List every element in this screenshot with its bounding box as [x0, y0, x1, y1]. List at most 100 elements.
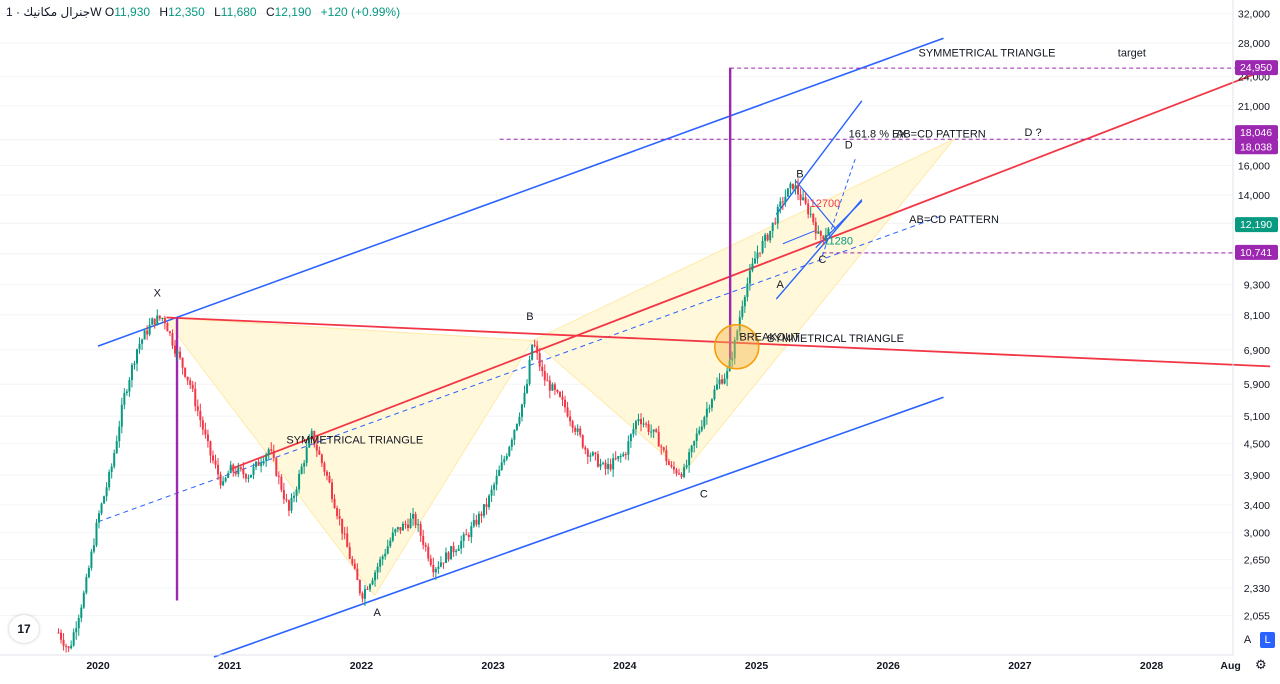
candle-body [113, 452, 116, 467]
x-tick-label: 2020 [86, 660, 110, 672]
candle-body [769, 230, 772, 241]
candle-body [576, 428, 579, 432]
candle-body [407, 524, 410, 529]
candle-body [528, 359, 531, 384]
x-tick-label: 2023 [481, 660, 505, 672]
auto-scale-button[interactable]: A [1243, 634, 1252, 646]
y-tick-label: 5,100 [1244, 411, 1270, 423]
candle-body [252, 466, 255, 475]
candle-body [92, 545, 95, 552]
tradingview-logo-icon[interactable]: 17 [9, 615, 39, 643]
candle-body [526, 383, 529, 393]
candle-body [581, 435, 584, 448]
y-tick-label: 4,500 [1244, 439, 1270, 451]
gear-icon[interactable]: ⚙ [1255, 657, 1267, 672]
candle-body [57, 632, 60, 634]
candle-body [589, 455, 592, 457]
candle-body [718, 379, 721, 385]
y-tick-label: 8,100 [1244, 310, 1270, 322]
candle-body [637, 419, 640, 422]
candle-body [201, 420, 204, 430]
candle-body [612, 458, 615, 470]
candle-body [133, 363, 136, 365]
candle-body [493, 484, 496, 490]
candle-body [432, 564, 435, 573]
candle-body [229, 464, 232, 474]
symbol-name[interactable]: جنرال مكانيك [23, 5, 91, 19]
candle-body [115, 441, 118, 453]
candle-body [690, 445, 693, 453]
candle-body [480, 513, 483, 516]
candle-body [546, 380, 549, 382]
triangle-bcd [531, 138, 955, 473]
candle-body [672, 466, 675, 470]
candle-body [399, 527, 402, 531]
candle-body [766, 234, 769, 241]
candle-body [287, 500, 290, 511]
price-mark-label: 24,950 [1240, 62, 1272, 74]
candle-body [85, 577, 88, 593]
candle-body [374, 572, 377, 581]
triangle-fills [162, 138, 955, 597]
candle-body [194, 388, 197, 407]
candle-body [298, 473, 301, 490]
high-label: H [159, 5, 169, 19]
abcd-projection-dashed [821, 158, 856, 256]
candle-body [607, 464, 610, 469]
candle-body [401, 523, 404, 531]
time-axis[interactable]: 2020 2021 2022 2023 2024 2025 2026 2027 2028 Aug [0, 654, 1241, 672]
candle-body [665, 450, 668, 462]
candle-body [199, 410, 202, 421]
candle-body [736, 330, 739, 341]
candle-body [634, 421, 637, 430]
price-axis[interactable]: 32,00028,00024,00021,00018,00016,00014,0… [1232, 0, 1278, 655]
drawn-trendlines [97, 37, 1271, 658]
y-tick-label: 5,900 [1244, 379, 1270, 391]
candle-body [520, 404, 523, 417]
candle-body [136, 349, 139, 364]
candle-body [804, 197, 807, 204]
candle-body [726, 371, 729, 379]
candle-body [267, 449, 270, 455]
y-tick-label: 16,000 [1238, 161, 1270, 173]
price-mark-badge [1235, 60, 1278, 76]
abcd-box-left [782, 229, 816, 245]
candle-body [123, 392, 126, 405]
candle-body [490, 489, 493, 496]
candle-body [447, 552, 450, 560]
candle-body [807, 203, 810, 215]
candle-body [591, 452, 594, 456]
candle-body [564, 399, 567, 408]
candle-body [548, 380, 551, 391]
candle-body [310, 430, 313, 438]
candle-body [695, 433, 698, 441]
candle-body [313, 430, 316, 445]
annotation-label: B [796, 169, 803, 181]
candle-body [275, 458, 278, 476]
annotation-label: 11280 [823, 236, 853, 248]
candle-body [738, 317, 741, 331]
log-scale-button[interactable]: L [1260, 632, 1275, 648]
candle-body [295, 489, 298, 496]
candle-body [617, 456, 620, 459]
annotation-label: X [154, 288, 162, 300]
candle-body [457, 548, 460, 551]
candle-body [90, 551, 93, 568]
candle-body [315, 444, 318, 451]
candle-body [323, 463, 326, 472]
y-tick-label: 32,000 [1238, 9, 1270, 21]
candle-body [586, 449, 589, 457]
annotation-label: C [818, 254, 826, 266]
candle-body [797, 185, 800, 195]
interval-label[interactable]: 1W [6, 5, 102, 19]
candle-body [776, 206, 779, 224]
candle-body [290, 497, 293, 511]
channel-upper-line [97, 37, 944, 347]
candle-body [784, 196, 787, 203]
candle-body [558, 392, 561, 397]
annotation-label: C [700, 488, 708, 500]
candle-body [300, 466, 303, 474]
candle-body [437, 566, 440, 569]
